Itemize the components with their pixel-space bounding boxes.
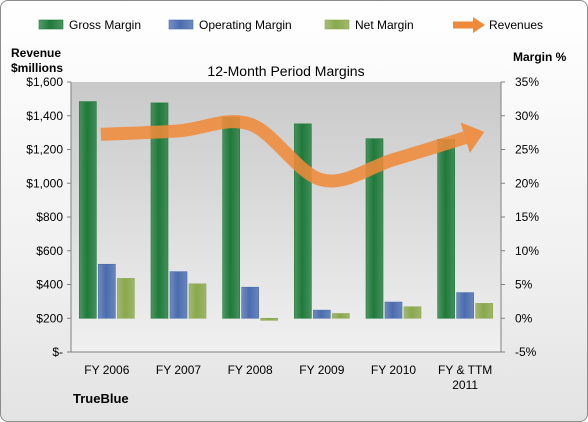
- bar-gross-margin: [150, 102, 169, 319]
- right-tick-label: 0%: [515, 311, 533, 325]
- bar-net-margin: [188, 283, 207, 319]
- bar-operating-margin: [169, 271, 188, 319]
- right-tick-label: 25%: [515, 143, 539, 157]
- bar-net-margin: [332, 313, 350, 319]
- left-tick-label: $-: [52, 345, 63, 359]
- legend-label: Net Margin: [355, 18, 414, 32]
- right-tick-label: 10%: [515, 244, 539, 258]
- x-tick-label: FY 2007: [156, 363, 201, 377]
- left-axis-title: Revenue: [11, 46, 61, 60]
- legend-swatch-arrow: [473, 17, 485, 33]
- left-tick-label: $1,200: [26, 143, 63, 157]
- left-tick-label: $400: [36, 278, 63, 292]
- bar-operating-margin: [241, 286, 259, 319]
- legend-label: Operating Margin: [199, 18, 292, 32]
- legend-label: Revenues: [489, 18, 543, 32]
- revenue-line: [100, 115, 468, 188]
- right-tick-label: -5%: [515, 345, 537, 359]
- bar-gross-margin: [79, 101, 97, 319]
- bar-operating-margin: [456, 292, 474, 319]
- left-axis-title: $millions: [11, 61, 63, 75]
- chart-title: 12-Month Period Margins: [207, 63, 364, 79]
- legend-label: Gross Margin: [69, 18, 141, 32]
- x-tick-label: FY 2009: [299, 363, 344, 377]
- x-tick-label: FY 2008: [228, 363, 273, 377]
- bar-operating-margin: [384, 301, 403, 319]
- left-tick-label: $1,600: [26, 75, 63, 89]
- plot-area: [71, 82, 501, 352]
- left-tick-label: $1,000: [26, 176, 63, 190]
- bar-net-margin: [260, 317, 278, 321]
- bar-gross-margin: [365, 138, 384, 319]
- right-tick-label: 20%: [515, 176, 539, 190]
- legend-swatch: [168, 19, 194, 30]
- company-label: TrueBlue: [73, 391, 129, 406]
- left-tick-label: $200: [36, 311, 63, 325]
- x-tick-label: FY 2010: [371, 363, 416, 377]
- left-tick-label: $800: [36, 210, 63, 224]
- right-axis-title: Margin %: [513, 50, 567, 64]
- legend-swatch: [324, 19, 350, 30]
- x-tick-label: FY & TTM: [438, 363, 492, 377]
- bar-gross-margin: [222, 116, 240, 319]
- bar-operating-margin: [313, 309, 331, 319]
- left-tick-label: $1,400: [26, 109, 63, 123]
- bar-operating-margin: [98, 263, 116, 319]
- right-tick-label: 35%: [515, 75, 539, 89]
- x-tick-label: 2011: [452, 378, 478, 392]
- bar-gross-margin: [294, 123, 312, 319]
- right-tick-label: 15%: [515, 210, 539, 224]
- bar-gross-margin: [437, 139, 455, 319]
- x-tick-label: FY 2006: [84, 363, 129, 377]
- right-tick-label: 30%: [515, 109, 539, 123]
- right-tick-label: 5%: [515, 278, 533, 292]
- bar-net-margin: [117, 278, 135, 319]
- bar-net-margin: [475, 303, 493, 319]
- left-tick-label: $600: [36, 244, 63, 258]
- legend-swatch: [38, 19, 64, 30]
- bar-net-margin: [403, 306, 422, 319]
- revenue-arrowhead: [460, 122, 485, 153]
